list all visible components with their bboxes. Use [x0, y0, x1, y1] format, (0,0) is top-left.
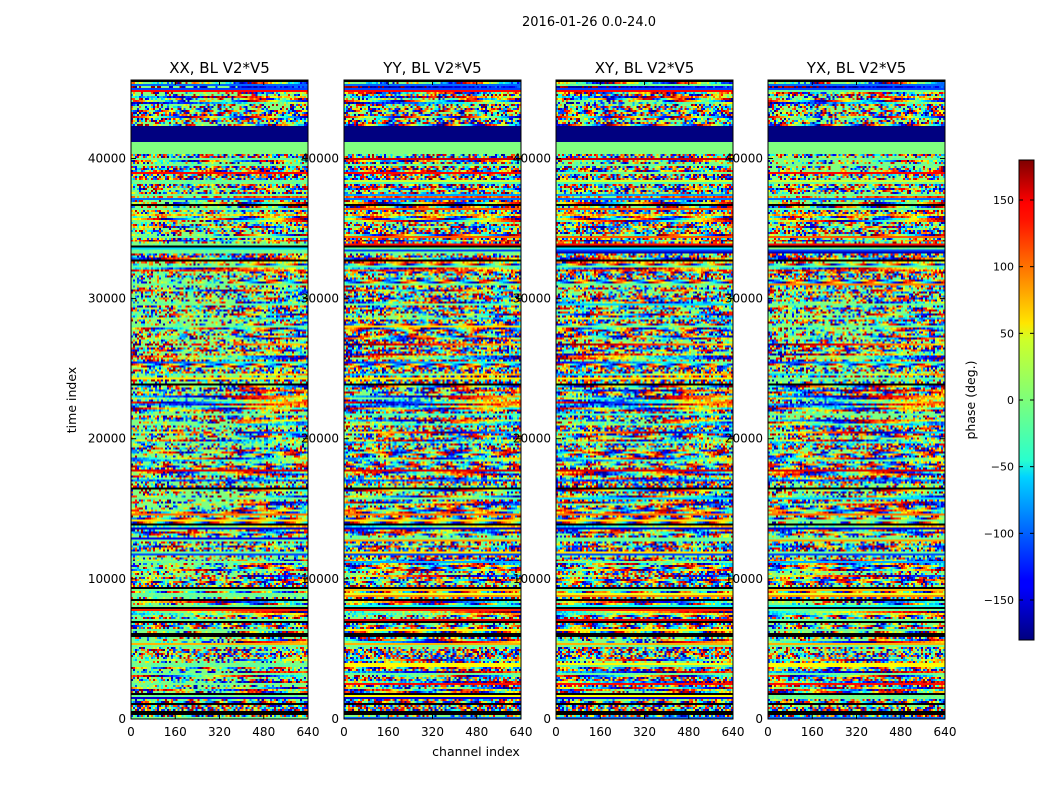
panel-title: XX, BL V2*V5: [169, 59, 270, 77]
colorbar-label: phase (deg.): [963, 361, 978, 440]
colorbar-tick-label: 100: [993, 261, 1014, 274]
heatmap-image-4: [768, 80, 945, 719]
y-tick-label: 0: [331, 712, 339, 726]
x-tick-label: 320: [633, 725, 656, 739]
x-tick-label: 480: [889, 725, 912, 739]
colorbar-tick-label: −150: [984, 594, 1014, 607]
x-tick-label: 0: [764, 725, 772, 739]
heatmap-panel-2: YY, BL V2*V5 0 160 320 480 640 0 10000 20000 3000…: [301, 59, 533, 739]
y-tick-label: 30000: [301, 292, 339, 306]
heatmap-panel-1: XX, BL V2*V5 0 160 320 480 640 0 10000 20000 3000…: [88, 59, 320, 739]
x-tick-label: 640: [510, 725, 533, 739]
y-tick-label: 30000: [725, 292, 763, 306]
panel-title: YX, BL V2*V5: [806, 59, 907, 77]
heatmap-image-3: [556, 80, 733, 719]
x-tick-label: 160: [377, 725, 400, 739]
x-tick-label: 160: [164, 725, 187, 739]
x-tick-label: 320: [421, 725, 444, 739]
heatmap-panel-3: XY, BL V2*V5 0 160 320 480 640 0 10000 20000 3000…: [513, 59, 745, 739]
y-tick-label: 10000: [88, 572, 126, 586]
x-tick-label: 160: [589, 725, 612, 739]
x-tick-label: 0: [340, 725, 348, 739]
heatmap-image-1: [131, 80, 308, 719]
x-tick-label: 320: [845, 725, 868, 739]
x-tick-label: 0: [127, 725, 135, 739]
y-tick-label: 30000: [88, 292, 126, 306]
colorbar-tick-label: −50: [991, 461, 1014, 474]
heatmap-image-2: [344, 80, 521, 719]
x-tick-label: 640: [934, 725, 957, 739]
figure-suptitle: 2016-01-26 0.0-24.0: [522, 15, 656, 30]
y-tick-label: 40000: [725, 151, 763, 165]
colorbar-tick-label: 50: [1000, 327, 1014, 340]
y-tick-label: 0: [755, 712, 763, 726]
x-tick-label: 480: [252, 725, 275, 739]
y-tick-label: 20000: [88, 432, 126, 446]
x-tick-label: 640: [722, 725, 745, 739]
colorbar: −150 −100 −50 0 50 100 150 phase (deg.): [963, 159, 1035, 641]
colorbar-ticks: −150 −100 −50 0 50 100 150: [984, 194, 1034, 607]
panel-title: XY, BL V2*V5: [595, 59, 695, 77]
y-tick-label: 0: [543, 712, 551, 726]
y-tick-label: 20000: [513, 432, 551, 446]
y-tick-label: 20000: [725, 432, 763, 446]
colorbar-tick-label: 0: [1007, 394, 1014, 407]
y-tick-label: 10000: [513, 572, 551, 586]
panel-title: YY, BL V2*V5: [382, 59, 481, 77]
y-tick-label: 20000: [301, 432, 339, 446]
x-tick-label: 320: [208, 725, 231, 739]
y-tick-label: 10000: [725, 572, 763, 586]
heatmap-panel-4: YX, BL V2*V5 0 160 320 480 640 0 10000 20000 3000…: [725, 59, 957, 739]
y-axis-label: time index: [64, 367, 79, 433]
x-tick-label: 480: [677, 725, 700, 739]
y-tick-label: 40000: [88, 151, 126, 165]
colorbar-tick-label: 150: [993, 194, 1014, 207]
x-tick-label: 480: [465, 725, 488, 739]
x-axis-label: channel index: [432, 744, 520, 759]
x-tick-label: 160: [801, 725, 824, 739]
x-tick-label: 640: [297, 725, 320, 739]
y-tick-label: 0: [118, 712, 126, 726]
y-tick-label: 40000: [513, 151, 551, 165]
y-tick-label: 40000: [301, 151, 339, 165]
y-tick-label: 10000: [301, 572, 339, 586]
y-tick-label: 30000: [513, 292, 551, 306]
colorbar-tick-label: −100: [984, 527, 1014, 540]
heatmap-panels: XX, BL V2*V5 0 160 320 480 640 0 10000 20000 3000…: [88, 59, 957, 739]
x-tick-label: 0: [552, 725, 560, 739]
